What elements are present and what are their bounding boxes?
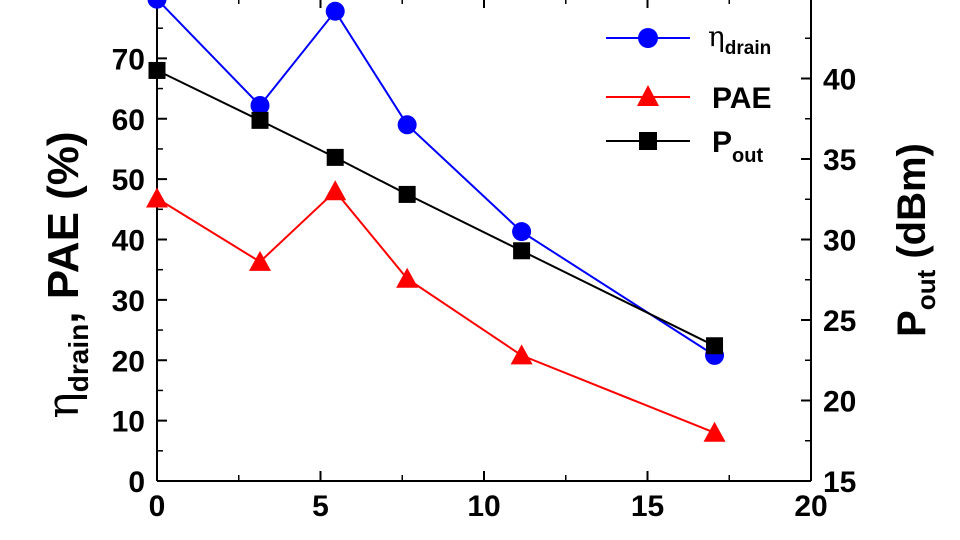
data-point-pae xyxy=(396,267,419,288)
svg-text:Pout: Pout xyxy=(712,126,763,167)
x-tick-label: 5 xyxy=(312,490,329,523)
series-line-eta-drain xyxy=(156,0,716,357)
legend-marker-eta-drain xyxy=(638,28,658,48)
y-left-tick-label: 0 xyxy=(128,466,145,499)
legend-label-pout: P xyxy=(712,126,732,159)
y-axis-right-title-main: P xyxy=(890,310,934,337)
y-axis-right-title-rest: (dBm) xyxy=(890,143,934,270)
y-axis-left-title-eta: η xyxy=(38,392,89,418)
y-left-tick-label: 70 xyxy=(112,43,145,76)
svg-text:Pout (dBm): Pout (dBm) xyxy=(890,143,941,337)
y-left-tick-label: 50 xyxy=(112,164,145,197)
data-point-pout xyxy=(513,242,531,260)
data-point-pout xyxy=(326,148,344,166)
y-right-tick-label: 35 xyxy=(823,144,856,177)
data-point-eta-drain xyxy=(250,95,270,115)
data-point-pout xyxy=(706,337,724,355)
y-axis-left-title-rest: , PAE (%) xyxy=(39,131,88,323)
data-point-pae xyxy=(249,250,272,271)
y-right-tick-label: 40 xyxy=(823,64,856,97)
legend-marker-pae xyxy=(637,85,659,106)
y-right-tick-label: 25 xyxy=(823,305,856,338)
series-line-pae xyxy=(156,189,715,434)
data-point-pae xyxy=(146,187,168,208)
y-axis-left-title-sub: drain xyxy=(63,324,94,392)
y-axis-right-title-sub: out xyxy=(911,269,941,310)
series-line-pout xyxy=(156,69,715,347)
legend: ηdrain PAE Pout xyxy=(606,20,771,167)
y-axis-left-title: ηdrain, PAE (%) xyxy=(38,131,94,418)
data-point-pae xyxy=(703,421,726,442)
y-right-tick-label: 20 xyxy=(823,386,856,419)
legend-label-eta-drain-sub: drain xyxy=(725,38,771,59)
legend-label-pout-sub: out xyxy=(732,145,763,167)
data-point-eta-drain xyxy=(397,115,417,135)
data-point-pae xyxy=(324,180,347,201)
y-left-tick-label: 30 xyxy=(112,285,145,318)
data-point-pout xyxy=(398,185,416,203)
data-point-eta-drain xyxy=(147,0,167,9)
y-right-tick-label: 15 xyxy=(823,466,856,499)
legend-label-pae: PAE xyxy=(712,82,771,115)
y-left-tick-label: 60 xyxy=(112,104,145,137)
y-right-tick-label: 30 xyxy=(823,225,856,258)
x-tick-label: 10 xyxy=(467,490,500,523)
x-tick-label: 0 xyxy=(149,490,166,523)
y-axis-right-title: Pout (dBm) xyxy=(890,143,941,337)
x-tick-label: 15 xyxy=(631,490,664,523)
legend-item-pae: PAE xyxy=(606,82,771,115)
y-left-tick-label: 40 xyxy=(112,225,145,258)
legend-marker-pout xyxy=(639,132,657,150)
x-tick-label: 20 xyxy=(794,490,827,523)
data-point-pout xyxy=(148,61,166,79)
series-group xyxy=(146,0,726,442)
y-left-tick-label: 10 xyxy=(112,406,145,439)
data-point-pout xyxy=(251,111,269,129)
data-point-eta-drain xyxy=(325,1,345,21)
y-left-tick-label: 20 xyxy=(112,345,145,378)
axes-group xyxy=(156,0,812,482)
svg-text:ηdrain: ηdrain xyxy=(708,20,771,59)
legend-item-eta-drain: ηdrain xyxy=(606,20,771,59)
legend-item-pout: Pout xyxy=(606,126,763,167)
data-point-pae xyxy=(510,344,533,365)
legend-label-eta-drain: η xyxy=(708,20,725,53)
svg-text:ηdrain, PAE (%): ηdrain, PAE (%) xyxy=(38,131,94,418)
data-point-eta-drain xyxy=(512,222,532,242)
